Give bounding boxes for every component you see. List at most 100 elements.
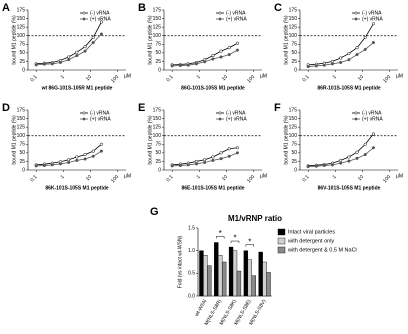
data-point (75, 50, 79, 54)
bar (266, 272, 271, 297)
bar (251, 275, 256, 297)
panel-title: 86E-101S-105S M1 peptide (181, 185, 244, 191)
panel-title: 86V-101S-105S M1 peptide (318, 185, 381, 191)
data-point (355, 53, 359, 57)
data-point (371, 132, 375, 136)
y-tick-label: 150 (289, 16, 298, 22)
data-point (67, 55, 71, 59)
x-tick-label: 100 (110, 174, 120, 184)
y-tick-label: 175 (153, 107, 162, 113)
data-point (219, 49, 223, 53)
y-axis-label: bound M1 peptide (%) (147, 115, 153, 165)
legend-marker (354, 111, 358, 115)
y-tick-label: 0 (158, 167, 161, 173)
panel-letter: B (138, 2, 146, 14)
y-tick-label: 0 (22, 67, 25, 73)
data-point (363, 35, 367, 39)
legend-label: (+) vRNA (362, 116, 383, 122)
y-tick-label: 100 (17, 33, 26, 39)
y-tick-label: 0 (294, 67, 297, 73)
significance-bracket (216, 236, 225, 239)
y-tick-label: 175 (17, 107, 26, 113)
y-tick-label: 75 (19, 142, 25, 148)
y-tick-label: 100 (153, 33, 162, 39)
data-point (67, 158, 71, 162)
bar (258, 251, 263, 297)
legend-label: Intact viral particles (288, 229, 335, 235)
data-point (371, 41, 375, 45)
x-unit: μM (396, 173, 403, 179)
data-point (330, 62, 335, 66)
chart-title: M1/vRNP ratio (228, 214, 282, 223)
y-tick-label: 175 (17, 7, 26, 13)
legend-marker (82, 17, 86, 21)
legend-label: (-) vRNA (362, 110, 382, 116)
data-point (355, 150, 359, 154)
y-tick-label: 25 (19, 59, 25, 65)
y-tick-label: 125 (153, 24, 162, 30)
data-point (34, 63, 38, 67)
data-point (347, 159, 351, 163)
legend-label: with detergent & 0.5 M NaCl (287, 247, 357, 253)
data-point (178, 63, 182, 68)
data-point (371, 146, 375, 150)
data-point (91, 154, 95, 158)
data-point (67, 58, 71, 62)
y-axis-label: Fold (vs intact wt-WSN) (177, 235, 183, 288)
data-point (99, 142, 103, 146)
legend-marker (218, 111, 222, 115)
data-point (322, 163, 326, 168)
data-point (99, 20, 103, 24)
y-tick-label: 0 (22, 167, 25, 173)
y-axis-label: bound M1 peptide (%) (147, 15, 153, 65)
data-point (83, 153, 87, 157)
legend-swatch (277, 228, 286, 236)
x-tick-label: 1 (60, 74, 66, 80)
y-tick-label: 150 (153, 116, 162, 122)
data-point (339, 60, 343, 65)
x-tick-label: 1 (60, 174, 66, 180)
legend-marker (218, 117, 222, 121)
data-point (227, 147, 231, 151)
bar (221, 261, 227, 297)
legend-label: (+) vRNA (362, 16, 383, 22)
data-point (194, 62, 199, 66)
panel-letter: F (274, 102, 281, 114)
x-tick-label: 0.1 (29, 174, 38, 183)
legend-marker (82, 117, 86, 121)
bar (262, 261, 267, 297)
panel-letter: D (2, 102, 10, 114)
y-tick-label: 125 (17, 124, 26, 130)
data-point (178, 163, 182, 168)
data-point (99, 149, 103, 153)
bar (247, 259, 252, 297)
x-tick-label: 1 (332, 74, 338, 80)
bar (243, 250, 249, 297)
y-tick-label: 150 (17, 116, 26, 122)
legend-marker (82, 111, 86, 115)
data-point (227, 53, 231, 57)
y-tick-label: 100 (17, 133, 26, 139)
y-axis-label: bound M1 peptide (%) (11, 15, 17, 65)
y-tick-label: 25 (19, 159, 25, 165)
data-point (347, 51, 351, 56)
y-tick-label: 25 (291, 59, 297, 65)
data-point (211, 57, 215, 61)
x-tick-label: 100 (382, 74, 392, 84)
data-point (219, 157, 223, 161)
y-tick-label: 1.5 (188, 225, 195, 231)
x-tick-label: 100 (246, 174, 256, 184)
y-tick-label: 50 (155, 50, 161, 56)
y-tick-label: 50 (19, 150, 25, 156)
data-point (339, 158, 343, 162)
x-tick-label: 1 (196, 174, 202, 180)
y-tick-label: 175 (289, 7, 298, 13)
annotation: * (219, 229, 222, 238)
data-point (219, 55, 223, 59)
y-tick-label: 150 (153, 16, 162, 22)
bar (203, 254, 208, 297)
y-tick-label: 175 (289, 107, 298, 113)
data-point (347, 155, 351, 159)
y-tick-label: 75 (19, 42, 25, 48)
